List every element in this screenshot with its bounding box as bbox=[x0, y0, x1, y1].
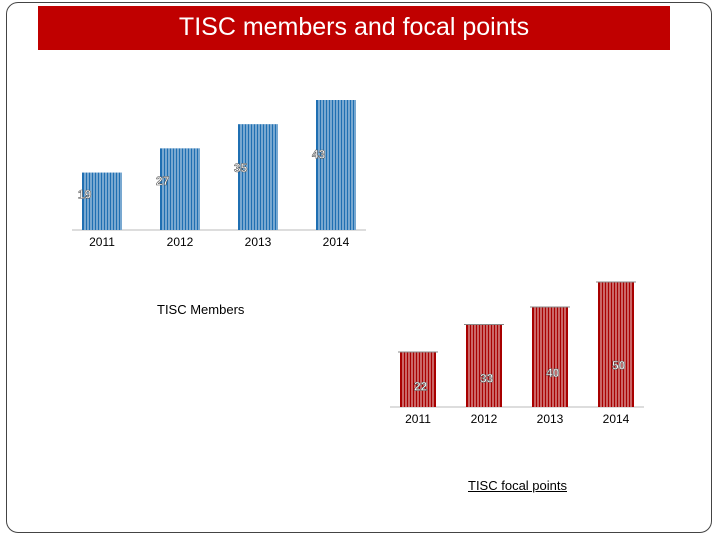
focal-data-label: 33 bbox=[480, 371, 494, 385]
members-tick-label: 2011 bbox=[89, 235, 115, 249]
focal-tick-label: 2011 bbox=[405, 412, 431, 426]
focal-tick-label: 2013 bbox=[537, 412, 564, 426]
slide-title: TISC members and focal points bbox=[38, 6, 670, 50]
members-tick-label: 2014 bbox=[323, 235, 350, 249]
members-data-label: 35 bbox=[234, 161, 248, 175]
focal-chart-title: TISC focal points bbox=[468, 478, 567, 493]
members-chart: 19 2011 27 2012 35 2013 43 2014 bbox=[60, 60, 400, 270]
members-chart-title: TISC Members bbox=[157, 302, 245, 317]
members-bar bbox=[316, 100, 356, 230]
members-tick-label: 2012 bbox=[167, 235, 194, 249]
focal-bar bbox=[530, 306, 570, 407]
focal-data-label: 22 bbox=[414, 380, 428, 394]
slide-frame bbox=[6, 2, 712, 533]
focal-data-label: 40 bbox=[546, 366, 560, 380]
focal-data-label: 50 bbox=[612, 359, 626, 373]
members-data-label: 19 bbox=[78, 187, 92, 201]
members-bar bbox=[238, 124, 278, 230]
members-bar bbox=[160, 148, 200, 230]
members-chart-svg: 19 2011 27 2012 35 2013 43 2014 bbox=[72, 100, 366, 249]
focal-tick-label: 2012 bbox=[471, 412, 498, 426]
focal-chart: 22 2011 33 2012 40 2013 50 2014 bbox=[360, 270, 680, 440]
members-data-label: 27 bbox=[156, 174, 170, 188]
focal-bar bbox=[464, 324, 504, 407]
focal-chart-svg: 22 2011 33 2012 40 2013 50 2014 bbox=[390, 281, 644, 426]
members-tick-label: 2013 bbox=[245, 235, 272, 249]
members-data-label: 43 bbox=[312, 148, 326, 162]
members-bar bbox=[82, 172, 122, 230]
focal-bar bbox=[398, 351, 438, 407]
focal-bar bbox=[596, 281, 636, 407]
focal-tick-label: 2014 bbox=[603, 412, 630, 426]
